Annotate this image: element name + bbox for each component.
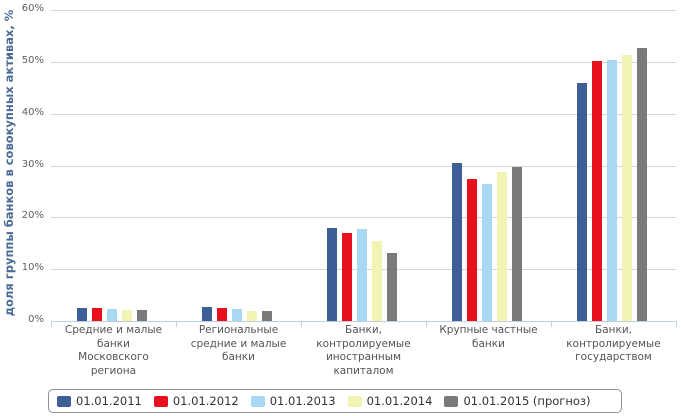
- gridline: [51, 217, 676, 218]
- y-tick-label: 60%: [21, 3, 44, 15]
- y-tick-label: 20%: [21, 210, 44, 222]
- x-category-label-line: Региональные: [198, 324, 279, 336]
- x-category-label-line: Московского: [78, 351, 149, 363]
- bar: [247, 310, 257, 321]
- x-category-label-line: банки: [97, 337, 130, 350]
- bar: [592, 60, 602, 321]
- gridline: [51, 10, 676, 11]
- bar: [357, 228, 367, 321]
- x-category-label-line: банки: [472, 337, 505, 350]
- legend-swatch: [57, 395, 71, 407]
- bar: [107, 309, 117, 321]
- bar: [327, 227, 337, 321]
- gridline: [51, 62, 676, 63]
- legend-item[interactable]: 01.01.2011: [57, 394, 142, 408]
- y-tick-label: 0%: [28, 314, 44, 325]
- x-category-label-line: иностранным: [325, 351, 402, 363]
- bar: [482, 184, 492, 321]
- x-category-label-line: Крупные частные: [439, 324, 538, 336]
- legend-label: 01.01.2013: [269, 394, 336, 408]
- legend-item[interactable]: 01.01.2013: [250, 394, 336, 408]
- bar: [607, 59, 617, 321]
- x-tick: [676, 321, 677, 327]
- x-category-label-line: капиталом: [333, 364, 394, 377]
- bar: [217, 308, 227, 321]
- bar: [577, 82, 587, 321]
- x-category-label-line: контролируемые: [316, 337, 411, 350]
- legend-label: 01.01.2015 (прогноз): [463, 394, 591, 408]
- bar: [452, 163, 462, 321]
- x-tick: [176, 321, 177, 327]
- legend-swatch: [250, 395, 265, 407]
- bar: [637, 48, 647, 321]
- legend-swatch: [444, 395, 459, 407]
- x-category-label: Крупные частные банки: [426, 324, 551, 351]
- bar: [202, 307, 212, 321]
- bar: [387, 253, 397, 321]
- x-tick: [51, 321, 52, 327]
- y-tick-label: 10%: [21, 262, 44, 274]
- legend-label: 01.01.2014: [366, 394, 433, 408]
- bar: [622, 54, 632, 321]
- bar: [137, 310, 147, 321]
- x-category-label-line: Средние и малые: [64, 324, 163, 336]
- bar: [77, 308, 87, 321]
- x-category-label-line: региона: [90, 364, 137, 377]
- bar: [497, 171, 507, 321]
- bar: [262, 311, 272, 321]
- legend-item[interactable]: 01.01.2015 (прогноз): [444, 394, 590, 408]
- legend: 01.01.2011 01.01.2012 01.01.2013 01.01.2014…: [48, 389, 622, 413]
- x-tick: [551, 321, 552, 327]
- legend-label: 01.01.2012: [172, 394, 239, 408]
- bar: [512, 167, 522, 321]
- x-category-label-line: средние и малые: [190, 337, 287, 350]
- bar: [122, 310, 132, 321]
- gridline: [51, 166, 676, 167]
- y-axis-label: доля группы банков в совокупных активах,…: [2, 9, 16, 317]
- legend-item[interactable]: 01.01.2014: [347, 394, 433, 408]
- x-category-label: Средние и малые банки Московского региона: [51, 324, 176, 378]
- gridline: [51, 114, 676, 115]
- x-tick: [301, 321, 302, 327]
- legend-label: 01.01.2011: [76, 394, 142, 408]
- x-tick: [426, 321, 427, 327]
- x-category-label-line: Банки,: [594, 324, 632, 336]
- x-category-label: Банки, контролируемые иностранным капиталом: [301, 324, 426, 378]
- y-tick-label: 50%: [21, 55, 44, 66]
- bar: [467, 179, 477, 321]
- x-axis-line: [51, 321, 676, 322]
- legend-swatch: [153, 395, 168, 407]
- x-category-label: Банки, контролируемые государством: [551, 324, 676, 365]
- x-category-label: Региональные средние и малые банки: [176, 324, 301, 365]
- legend-item[interactable]: 01.01.2012: [153, 394, 239, 408]
- legend-swatch: [347, 395, 362, 407]
- y-tick-label: 40%: [21, 106, 44, 118]
- x-category-label-line: контролируемые: [566, 337, 661, 350]
- y-tick-label: 30%: [21, 158, 44, 170]
- bar: [342, 232, 352, 321]
- x-category-label-line: государством: [575, 351, 652, 363]
- bar: [372, 241, 382, 321]
- x-category-label-line: банки: [222, 351, 255, 363]
- bar: [232, 309, 242, 321]
- x-category-label-line: Банки,: [344, 324, 382, 336]
- bar: [92, 308, 102, 321]
